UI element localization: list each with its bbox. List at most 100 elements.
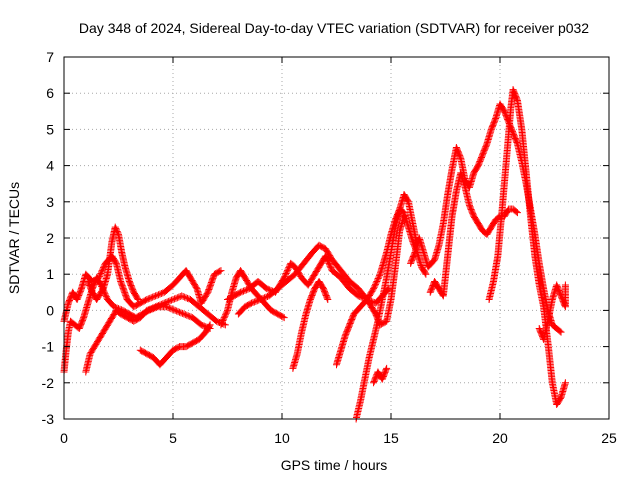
data-point	[134, 296, 142, 304]
data-point	[173, 307, 181, 315]
data-point	[219, 317, 227, 325]
series-prn-g	[224, 252, 393, 307]
data-point	[223, 308, 231, 316]
data-point	[96, 271, 104, 279]
data-point	[283, 267, 291, 275]
data-point	[280, 314, 288, 322]
data-point	[162, 303, 170, 311]
data-point	[179, 293, 187, 301]
x-tick-label: 25	[601, 430, 617, 446]
data-point	[164, 303, 172, 311]
data-point	[181, 311, 189, 319]
data-point	[178, 292, 186, 300]
y-tick-label: 0	[46, 302, 54, 318]
data-point	[281, 272, 289, 280]
data-point	[160, 299, 168, 307]
data-point	[263, 285, 271, 293]
data-point	[220, 315, 228, 323]
data-point	[170, 306, 178, 314]
y-tick-label: 7	[46, 49, 54, 65]
data-point	[513, 95, 521, 103]
data-point	[184, 294, 192, 302]
y-tick-label: 2	[46, 230, 54, 246]
data-point	[323, 294, 331, 302]
data-point	[255, 296, 263, 304]
data-point	[324, 258, 332, 266]
series-prn-l	[370, 364, 391, 387]
data-point	[182, 294, 190, 302]
data-point	[512, 208, 520, 216]
data-point	[242, 286, 250, 294]
series-prn-o	[485, 86, 569, 409]
data-point	[217, 267, 225, 275]
data-point	[178, 309, 186, 317]
data-point	[146, 305, 154, 313]
data-point	[220, 314, 228, 322]
data-point	[247, 299, 255, 307]
data-point	[513, 209, 521, 217]
data-point	[556, 327, 564, 335]
data-point	[285, 264, 293, 272]
data-point	[113, 226, 121, 234]
data-point	[561, 379, 569, 387]
data-point	[110, 303, 118, 311]
data-point	[326, 262, 334, 270]
data-point	[375, 273, 383, 281]
plot-frame	[63, 56, 610, 420]
data-point	[167, 305, 175, 313]
data-point	[327, 264, 335, 272]
data-point	[111, 223, 119, 231]
data-point	[372, 280, 380, 288]
series-prn-n	[426, 169, 521, 300]
data-point	[373, 277, 381, 285]
data-point	[152, 292, 160, 300]
data-point	[222, 309, 230, 317]
data-point	[253, 297, 261, 305]
data-point	[177, 309, 185, 317]
data-point	[283, 268, 291, 276]
data-point	[152, 303, 160, 311]
data-point	[238, 288, 246, 296]
data-point	[154, 302, 162, 310]
data-point	[252, 297, 260, 305]
data-point	[383, 364, 391, 372]
y-tick-label: 6	[46, 85, 54, 101]
series-prn-d	[84, 223, 142, 304]
series-prn-a	[60, 252, 225, 325]
data-point	[370, 285, 378, 293]
series-prn-h	[234, 212, 408, 329]
data-point	[181, 293, 189, 301]
series-prn-b	[60, 274, 214, 376]
data-point	[162, 299, 170, 307]
data-point	[97, 269, 105, 277]
data-point	[147, 294, 155, 302]
x-tick-label: 0	[60, 430, 68, 446]
data-point	[183, 311, 191, 319]
data-point	[239, 287, 247, 295]
axes: 0 5 10 15 20 25 -3 -2 -1 0 1 2 3 4 5 6 7	[42, 49, 617, 446]
data-point	[144, 306, 152, 314]
data-point	[173, 294, 181, 302]
data-point	[213, 317, 221, 325]
data-point	[370, 283, 378, 291]
data-point	[222, 311, 230, 319]
x-tick-label: 20	[492, 430, 508, 446]
series-prn-i	[289, 277, 332, 372]
data-point	[114, 229, 122, 237]
y-tick-label: -2	[42, 375, 55, 391]
data-point	[372, 279, 380, 287]
data-point	[262, 293, 270, 301]
data-point	[150, 303, 158, 311]
data-point	[284, 265, 292, 273]
series-prn-c	[82, 292, 229, 376]
data-point	[166, 297, 174, 305]
chart-title: Day 348 of 2024, Sidereal Day-to-day VTE…	[79, 20, 589, 36]
data-point	[205, 322, 213, 330]
data-point	[206, 321, 214, 329]
data-point	[186, 312, 194, 320]
data-point	[221, 312, 229, 320]
data-point	[250, 298, 258, 306]
data-point	[168, 305, 176, 313]
y-tick-label: 5	[46, 121, 54, 137]
y-axis-label: SDTVAR / TECUs	[6, 182, 22, 294]
